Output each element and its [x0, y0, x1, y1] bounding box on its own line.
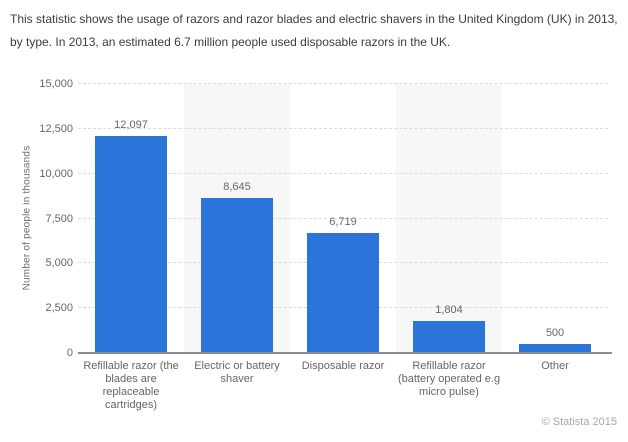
x-category-label: Refillable razor (battery operated e.g m…	[397, 360, 501, 398]
gridline	[78, 172, 608, 174]
gridline	[78, 83, 608, 84]
y-tick-label: 5,000	[45, 257, 73, 270]
plot-band	[396, 84, 502, 353]
x-category-label: Refillable razor (the blades are replace…	[83, 360, 179, 411]
bar[interactable]	[201, 198, 273, 353]
x-category-label: Other	[541, 360, 569, 372]
bar[interactable]	[413, 321, 485, 353]
bar[interactable]	[307, 233, 379, 353]
bar-value-label: 6,719	[329, 216, 357, 228]
bar-value-label: 8,645	[223, 181, 251, 193]
y-tick-label: 15,000	[39, 78, 73, 90]
x-category-label: Electric or battery shaver	[194, 360, 280, 385]
gridline	[78, 217, 608, 219]
y-tick-label: 2,500	[45, 302, 73, 315]
copyright-label: © Statista 2015	[541, 416, 617, 428]
bar-value-label: 12,097	[114, 119, 148, 131]
y-tick-label: 0	[66, 347, 73, 359]
bar-value-label: 500	[545, 327, 565, 339]
x-axis-line	[78, 352, 612, 354]
bar[interactable]	[519, 344, 591, 353]
chart-description: This statistic shows the usage of razors…	[10, 12, 618, 49]
x-category-label: Disposable razor	[301, 360, 385, 372]
y-tick-label: 12,500	[39, 122, 73, 135]
y-tick-label: 7,500	[45, 212, 73, 225]
bar[interactable]	[95, 136, 167, 353]
gridline	[78, 127, 608, 129]
bar-value-label: 1,804	[435, 304, 463, 316]
y-tick-label: 10,000	[39, 167, 73, 180]
